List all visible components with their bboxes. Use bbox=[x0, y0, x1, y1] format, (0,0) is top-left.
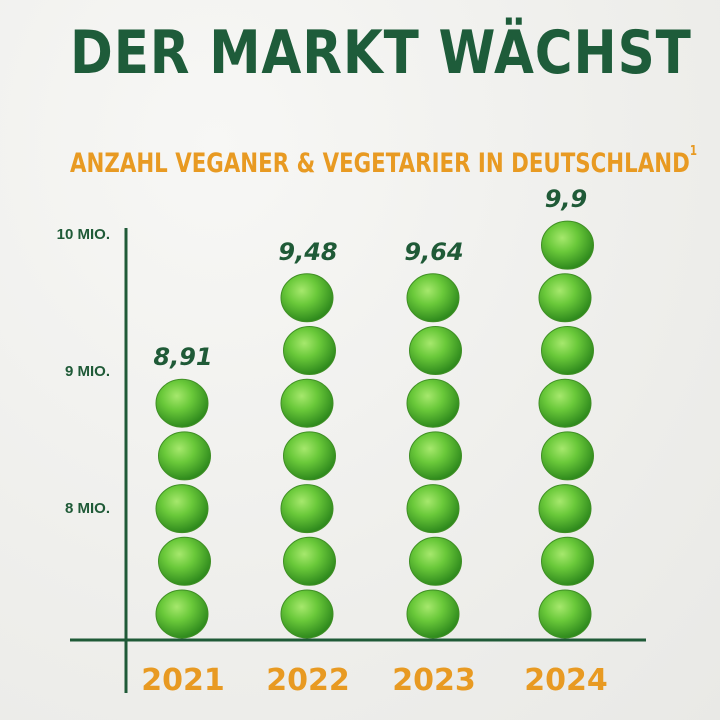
value-label-2022: 9,48 bbox=[278, 238, 337, 266]
pea bbox=[541, 220, 594, 270]
y-tick-label: 8 MIO. bbox=[65, 500, 110, 517]
year-label-2021: 2021 bbox=[141, 663, 225, 698]
pea bbox=[406, 378, 460, 428]
pea-column-2022 bbox=[280, 273, 336, 639]
pea bbox=[283, 536, 336, 586]
subtitle-text: ANZAHL VEGANER & VEGETARIER IN DEUTSCHLA… bbox=[70, 148, 690, 179]
pea bbox=[406, 589, 460, 639]
pea bbox=[158, 431, 211, 481]
value-label-2021: 8,91 bbox=[153, 343, 212, 371]
pea-column-2021 bbox=[155, 378, 211, 639]
footnote-marker: 1 bbox=[689, 144, 697, 159]
pea bbox=[541, 536, 594, 586]
pea bbox=[409, 536, 462, 586]
value-labels: 8,91 9,48 9,64 9,9 bbox=[153, 185, 587, 371]
y-tick-labels: 8 MIO. 9 MIO. 10 MIO. bbox=[57, 226, 110, 517]
headline: DER MARKT WÄCHST bbox=[70, 18, 692, 88]
pea bbox=[280, 378, 334, 428]
pea bbox=[283, 431, 336, 481]
y-tick-label: 9 MIO. bbox=[65, 363, 110, 380]
pea bbox=[538, 589, 592, 639]
year-label-2022: 2022 bbox=[266, 663, 350, 698]
pea bbox=[283, 326, 336, 375]
pea-column-2024 bbox=[538, 220, 594, 639]
year-label-2023: 2023 bbox=[392, 663, 476, 698]
pea bbox=[280, 484, 334, 534]
pea bbox=[406, 273, 460, 323]
pea bbox=[409, 431, 462, 481]
pea bbox=[280, 273, 334, 323]
year-labels: 2021 2022 2023 2024 bbox=[141, 663, 608, 698]
pea bbox=[155, 484, 209, 534]
pea bbox=[155, 378, 209, 428]
chart-subtitle: ANZAHL VEGANER & VEGETARIER IN DEUTSCHLA… bbox=[70, 144, 697, 179]
pea bbox=[538, 378, 592, 428]
pea bbox=[538, 484, 592, 534]
pea bbox=[409, 326, 462, 375]
pea bbox=[158, 536, 211, 586]
pea-columns bbox=[155, 220, 594, 639]
value-label-2024: 9,9 bbox=[545, 185, 588, 213]
pea bbox=[538, 273, 592, 323]
pea bbox=[541, 326, 594, 375]
pea bbox=[406, 484, 460, 534]
pea-column-2023 bbox=[406, 273, 462, 639]
pea bbox=[541, 431, 594, 481]
pea bbox=[280, 589, 334, 639]
y-tick-label: 10 MIO. bbox=[57, 226, 110, 243]
year-label-2024: 2024 bbox=[524, 663, 608, 698]
value-label-2023: 9,64 bbox=[404, 238, 463, 266]
pea bbox=[155, 589, 209, 639]
